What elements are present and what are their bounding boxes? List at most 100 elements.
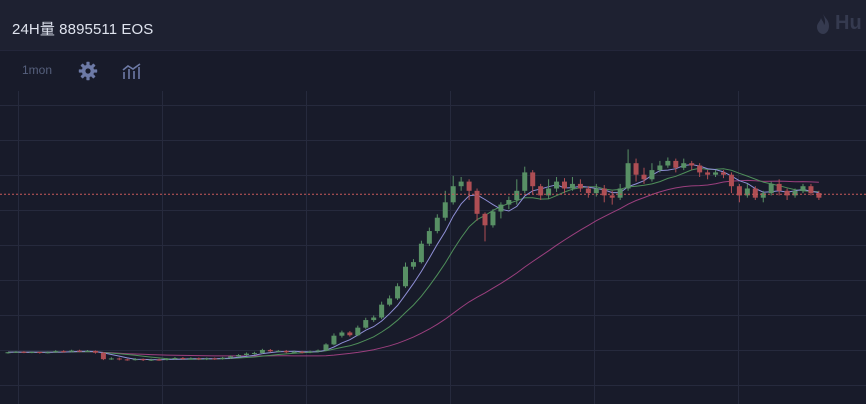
candle-body bbox=[220, 357, 226, 359]
candle-body bbox=[283, 350, 289, 353]
candle-body bbox=[299, 351, 305, 353]
candle-body bbox=[100, 352, 106, 360]
candle-body bbox=[410, 262, 416, 267]
candlestick-chart[interactable] bbox=[0, 91, 866, 404]
candle-body bbox=[251, 352, 257, 354]
candle-body bbox=[530, 172, 536, 187]
candle-body bbox=[776, 183, 782, 191]
candle-body bbox=[569, 183, 575, 189]
settings-button[interactable] bbox=[77, 60, 99, 82]
candle-body bbox=[538, 186, 544, 196]
candle-body bbox=[458, 181, 464, 187]
candle-body bbox=[387, 298, 393, 305]
candle-body bbox=[77, 350, 83, 352]
candle-body bbox=[418, 243, 424, 263]
candle-body bbox=[482, 213, 488, 226]
candle-body bbox=[13, 351, 19, 353]
candle-body bbox=[196, 358, 202, 360]
candle-body bbox=[5, 352, 11, 354]
candle-body bbox=[180, 358, 186, 360]
candle-body bbox=[307, 351, 313, 353]
candlestick-chart-canvas[interactable] bbox=[0, 91, 866, 404]
ma-mid-line bbox=[7, 167, 819, 360]
candle-body bbox=[69, 350, 75, 352]
candle-body bbox=[267, 349, 273, 352]
candle-body bbox=[466, 181, 472, 191]
candle-body bbox=[514, 190, 520, 200]
volume-24h-label: 24H量 8895511 EOS bbox=[12, 21, 154, 38]
candle-body bbox=[228, 356, 234, 358]
candle-body bbox=[363, 320, 369, 328]
candle-body bbox=[85, 350, 90, 352]
candle-body bbox=[124, 359, 130, 361]
candle-body bbox=[633, 163, 639, 175]
candle-body bbox=[784, 190, 790, 196]
candle-body bbox=[474, 190, 480, 214]
candle-body bbox=[244, 353, 249, 356]
candle-body bbox=[371, 317, 377, 321]
chart-toolbar: 1mon bbox=[0, 51, 866, 91]
candle-body bbox=[721, 172, 726, 175]
period-selector-1mon[interactable]: 1mon bbox=[22, 63, 53, 77]
candle-body bbox=[426, 231, 432, 244]
candle-body bbox=[434, 217, 440, 232]
candle-body bbox=[53, 351, 59, 353]
candle-body bbox=[760, 193, 766, 198]
brand-logo-text: Hu bbox=[835, 12, 862, 34]
candle-body bbox=[212, 358, 218, 360]
candle-body bbox=[705, 172, 711, 175]
candle-body bbox=[649, 170, 655, 180]
candle-body bbox=[291, 351, 297, 353]
candle-body bbox=[736, 186, 742, 196]
candle-body bbox=[442, 202, 448, 218]
candle-body bbox=[331, 335, 337, 345]
candle-body bbox=[403, 266, 408, 287]
indicator-button[interactable] bbox=[121, 60, 143, 82]
candle-body bbox=[379, 304, 385, 318]
candle-body bbox=[339, 332, 345, 336]
candle-body bbox=[355, 327, 361, 336]
ma-slow-line bbox=[7, 179, 819, 357]
candle-body bbox=[609, 195, 615, 198]
candle-body bbox=[585, 188, 591, 194]
candle-body bbox=[490, 211, 496, 226]
candle-body bbox=[681, 163, 687, 168]
candle-body bbox=[188, 358, 194, 360]
candle-body bbox=[808, 186, 814, 194]
indicator-chart-icon bbox=[122, 63, 141, 79]
candle-body bbox=[689, 163, 695, 166]
candle-body bbox=[792, 190, 798, 196]
candle-body bbox=[554, 181, 560, 189]
candle-body bbox=[108, 358, 114, 360]
gear-icon bbox=[78, 61, 98, 81]
candle-body bbox=[132, 359, 138, 361]
candle-body bbox=[172, 358, 178, 360]
candle-body bbox=[164, 358, 170, 360]
candle-body bbox=[641, 174, 647, 180]
candle-body bbox=[617, 188, 623, 198]
candle-body bbox=[236, 355, 242, 357]
market-header: 24H量 8895511 EOS Hu bbox=[0, 0, 866, 51]
candle-body bbox=[713, 172, 719, 175]
candle-body bbox=[156, 359, 162, 361]
candle-body bbox=[577, 183, 583, 189]
candle-body bbox=[601, 188, 607, 196]
candle-body bbox=[546, 188, 552, 196]
candle-body bbox=[29, 352, 35, 354]
candle-body bbox=[45, 352, 51, 354]
candle-body bbox=[116, 358, 122, 360]
candle-body bbox=[697, 165, 703, 173]
candle-body bbox=[323, 344, 329, 351]
candle-body bbox=[506, 200, 512, 205]
candle-body bbox=[673, 160, 679, 168]
candle-body bbox=[347, 332, 353, 336]
candle-body bbox=[61, 351, 67, 353]
candle-body bbox=[728, 174, 734, 187]
candle-body bbox=[593, 188, 599, 194]
candle-body bbox=[148, 359, 154, 361]
candle-body bbox=[522, 172, 528, 191]
candle-body bbox=[562, 181, 567, 189]
candle-body bbox=[498, 204, 504, 212]
candle-body bbox=[816, 193, 822, 198]
